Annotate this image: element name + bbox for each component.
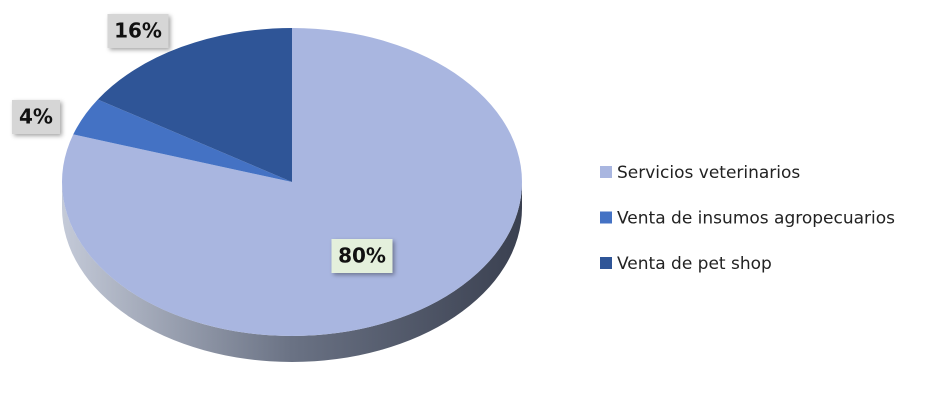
data-label-box bbox=[331, 239, 393, 273]
legend: Servicios veterinarios Venta de insumos a… bbox=[600, 163, 895, 274]
data-label-box bbox=[107, 14, 169, 48]
slice bbox=[73, 99, 292, 182]
data-label: 4% bbox=[19, 105, 53, 129]
legend-swatch bbox=[600, 211, 612, 224]
data-label: 16% bbox=[114, 19, 162, 43]
data-labels: 80% 4% 16% bbox=[12, 14, 393, 273]
slice-side bbox=[62, 182, 522, 362]
legend-swatch bbox=[600, 257, 612, 269]
slice bbox=[61, 28, 522, 336]
data-label: 80% bbox=[338, 244, 386, 268]
pie bbox=[61, 28, 522, 362]
legend-label: Venta de pet shop bbox=[617, 254, 772, 274]
legend-swatch bbox=[600, 166, 612, 178]
legend-label: Venta de insumos agropecuarios bbox=[617, 209, 895, 229]
data-label-box bbox=[12, 100, 60, 134]
slice bbox=[97, 28, 292, 182]
legend-label: Servicios veterinarios bbox=[617, 163, 800, 183]
